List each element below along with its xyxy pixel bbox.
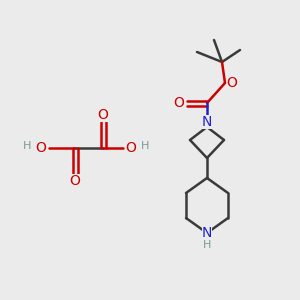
Text: O: O <box>98 108 108 122</box>
Text: N: N <box>202 115 212 129</box>
Text: O: O <box>174 96 184 110</box>
Text: N: N <box>202 226 212 240</box>
Text: O: O <box>226 76 237 90</box>
Text: O: O <box>126 141 136 155</box>
Text: O: O <box>70 174 80 188</box>
Text: H: H <box>23 141 31 151</box>
Text: O: O <box>36 141 46 155</box>
Text: H: H <box>203 240 211 250</box>
Text: H: H <box>141 141 149 151</box>
